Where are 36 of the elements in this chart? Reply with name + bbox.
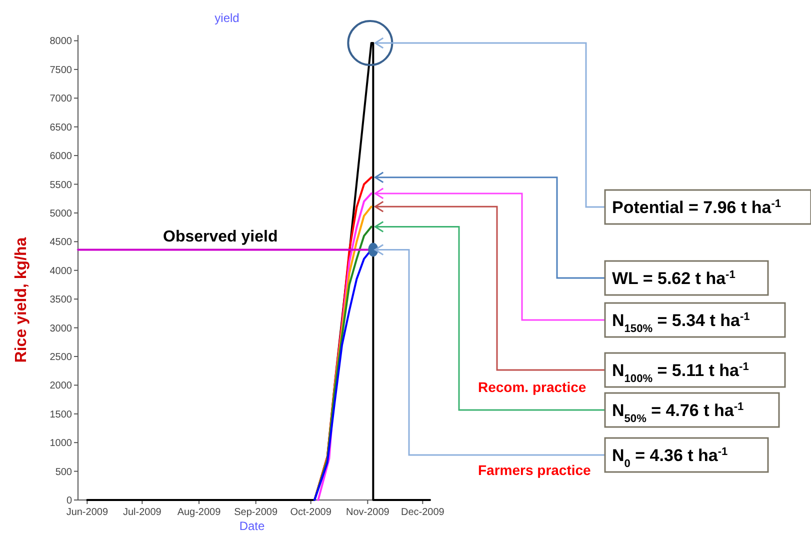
y-tick-label: 1000	[50, 438, 72, 450]
annotation: WL = 5.62 t ha$^{-1}$	[612, 269, 736, 288]
y-tick-label: 500	[55, 466, 72, 478]
y-tick-label: 4000	[50, 266, 72, 277]
y-tick-label: 2000	[50, 380, 72, 392]
y-tick-label: 2500	[50, 352, 72, 363]
x-axis-title: Date	[239, 519, 265, 533]
annotation: N$_{50%}$ = 4.76 t ha$^{-1}$	[612, 401, 744, 425]
chart-title: yield	[214, 11, 240, 25]
y-tick-label: 1500	[50, 409, 72, 420]
y-tick-label: 5000	[50, 208, 72, 220]
annotation: N$_{100%}$ = 5.11 t ha$^{-1}$	[612, 361, 749, 385]
series-label: Observed yield	[163, 228, 278, 246]
y-tick-label: 6500	[50, 122, 72, 134]
y-tick-label: 4500	[50, 237, 72, 248]
x-tick-label: Aug-2009	[177, 507, 222, 518]
y-axis-title: Rice yield, kg/ha	[13, 237, 30, 363]
y-tick-label: 0	[66, 496, 72, 506]
text: Recom. practice	[478, 379, 586, 395]
annotation: N$_{150%}$ = 5.34 t ha$^{-1}$	[612, 311, 750, 335]
y-tick-label: 7000	[50, 94, 72, 105]
x-tick-label: Jul-2009	[122, 507, 162, 518]
y-tick-label: 5500	[50, 180, 72, 191]
x-tick-label: Sep-2009	[234, 507, 278, 518]
x-tick-label: Nov-2009	[346, 507, 390, 518]
annotation: Potential = 7.96 t ha$^{-1}$	[612, 198, 782, 217]
x-tick-label: Dec-2009	[400, 507, 445, 518]
y-tick-label: 3000	[50, 323, 72, 334]
x-tick-label: Jun-2009	[66, 507, 108, 518]
text: Farmers practice	[478, 462, 592, 478]
y-tick-label: 8000	[50, 36, 72, 48]
y-tick-label: 3500	[50, 294, 72, 306]
x-tick-label: Oct-2009	[290, 507, 332, 518]
annotation: N$_{0}$ = 4.36 t ha$^{-1}$	[612, 446, 728, 470]
y-tick-label: 6000	[50, 151, 72, 162]
y-tick-label: 7500	[50, 64, 72, 76]
